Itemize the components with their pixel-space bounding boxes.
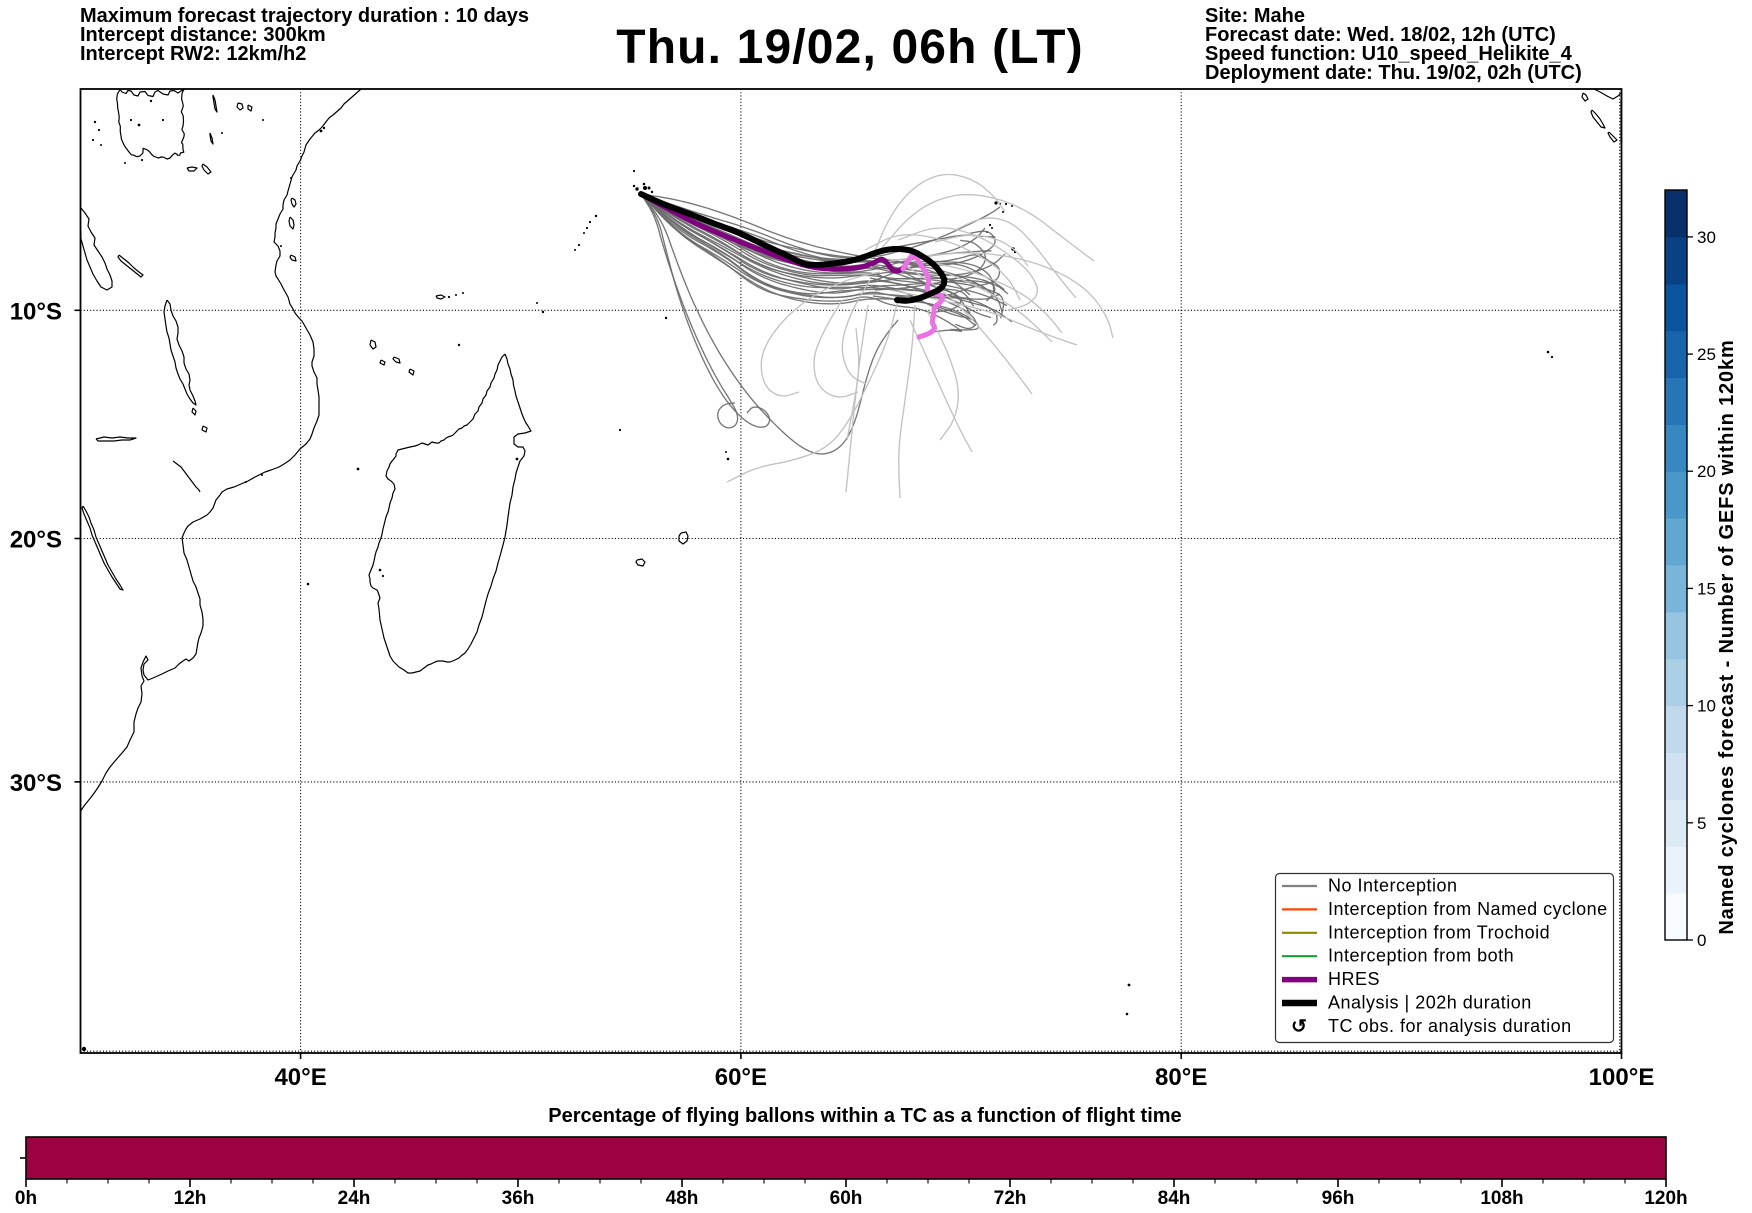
svg-text:60°E: 60°E: [715, 1064, 767, 1091]
svg-text:Maximum forecast trajectory du: Maximum forecast trajectory duration : 1…: [80, 5, 529, 27]
svg-text:15: 15: [1697, 579, 1716, 598]
svg-text:10°S: 10°S: [10, 298, 62, 325]
svg-text:Speed function: U10_speed_Heli: Speed function: U10_speed_Helikite_4: [1205, 43, 1573, 65]
svg-text:Percentage of flying ballons w: Percentage of flying ballons within a TC…: [548, 1105, 1181, 1127]
svg-text:72h: 72h: [994, 1188, 1027, 1209]
svg-text:No Interception: No Interception: [1328, 876, 1458, 896]
svg-text:Site: Mahe: Site: Mahe: [1205, 5, 1305, 27]
svg-text:30°S: 30°S: [10, 770, 62, 797]
svg-text:Interception from Trochoid: Interception from Trochoid: [1328, 922, 1550, 942]
svg-text:20°S: 20°S: [10, 527, 62, 554]
svg-text:20: 20: [1697, 462, 1716, 481]
svg-text:84h: 84h: [1158, 1188, 1191, 1209]
svg-text:Intercept RW2: 12km/h2: Intercept RW2: 12km/h2: [80, 43, 306, 65]
svg-text:30: 30: [1697, 228, 1716, 247]
svg-text:36h: 36h: [502, 1188, 535, 1209]
svg-text:0h: 0h: [15, 1188, 37, 1209]
svg-text:25: 25: [1697, 345, 1716, 364]
svg-text:Intercept distance: 300km: Intercept distance: 300km: [80, 24, 326, 46]
svg-text:Analysis | 202h duration: Analysis | 202h duration: [1328, 993, 1532, 1013]
svg-text:60h: 60h: [830, 1188, 863, 1209]
svg-text:Deployment date: Thu. 19/02, 0: Deployment date: Thu. 19/02, 02h (UTC): [1205, 62, 1582, 84]
svg-text:0: 0: [1697, 931, 1706, 950]
svg-text:Named cyclones forecast - Numb: Named cyclones forecast - Number of GEFS…: [1716, 339, 1738, 934]
svg-text:10: 10: [1697, 697, 1716, 716]
svg-text:120h: 120h: [1644, 1188, 1687, 1209]
svg-text:Interception from both: Interception from both: [1328, 946, 1514, 966]
svg-text:5: 5: [1697, 814, 1706, 833]
svg-text:24h: 24h: [338, 1188, 371, 1209]
svg-text:Interception from Named cyclon: Interception from Named cyclone: [1328, 899, 1608, 919]
svg-text:80°E: 80°E: [1155, 1064, 1207, 1091]
svg-text:96h: 96h: [1322, 1188, 1355, 1209]
svg-text:Forecast date: Wed. 18/02, 12h: Forecast date: Wed. 18/02, 12h (UTC): [1205, 24, 1556, 46]
svg-text:40°E: 40°E: [274, 1064, 326, 1091]
svg-text:100°E: 100°E: [1589, 1064, 1655, 1091]
svg-text:108h: 108h: [1480, 1188, 1523, 1209]
svg-text:Thu. 19/02, 06h (LT): Thu. 19/02, 06h (LT): [616, 21, 1084, 74]
svg-text:TC obs. for analysis duration: TC obs. for analysis duration: [1328, 1016, 1572, 1036]
svg-text:48h: 48h: [666, 1188, 699, 1209]
svg-text:12h: 12h: [174, 1188, 207, 1209]
svg-text:HRES: HRES: [1328, 969, 1380, 989]
svg-text:↺: ↺: [1291, 1016, 1307, 1037]
